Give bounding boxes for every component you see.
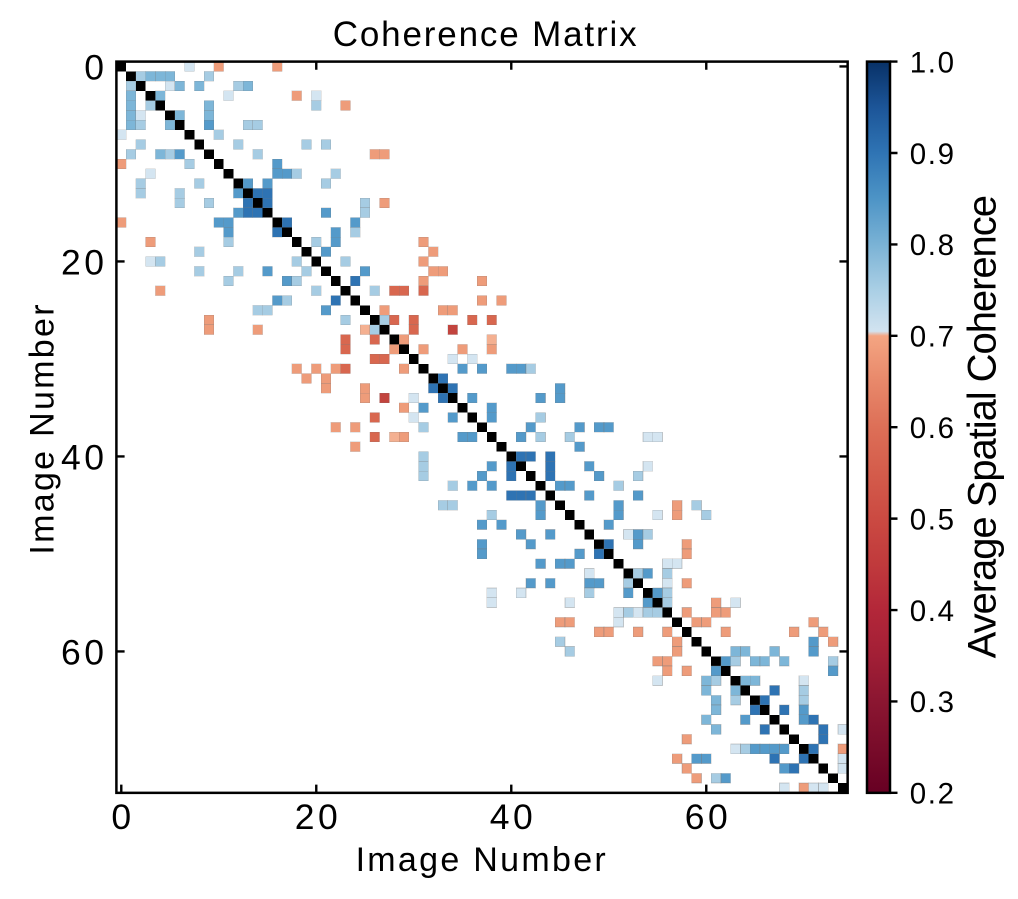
svg-text:0: 0	[84, 48, 107, 88]
svg-text:60: 60	[61, 633, 108, 673]
svg-text:Image Number: Image Number	[356, 841, 608, 879]
svg-text:Average Spatial Coherence: Average Spatial Coherence	[961, 196, 1005, 658]
svg-text:Coherence Matrix: Coherence Matrix	[333, 15, 639, 54]
svg-text:0: 0	[111, 797, 134, 837]
svg-text:0.5: 0.5	[910, 503, 956, 536]
svg-text:Image Number: Image Number	[23, 302, 61, 554]
svg-text:20: 20	[295, 797, 342, 837]
svg-text:0.7: 0.7	[910, 321, 956, 354]
svg-text:60: 60	[685, 797, 732, 837]
svg-text:40: 40	[490, 797, 537, 837]
svg-text:0.8: 0.8	[910, 229, 956, 262]
svg-text:0.6: 0.6	[910, 412, 956, 445]
svg-text:0.4: 0.4	[910, 595, 956, 628]
svg-text:40: 40	[61, 438, 108, 478]
svg-text:0.3: 0.3	[910, 686, 956, 719]
svg-text:1.0: 1.0	[910, 46, 956, 79]
svg-text:0.9: 0.9	[910, 138, 956, 171]
svg-text:20: 20	[61, 243, 108, 283]
svg-text:0.2: 0.2	[910, 778, 956, 811]
